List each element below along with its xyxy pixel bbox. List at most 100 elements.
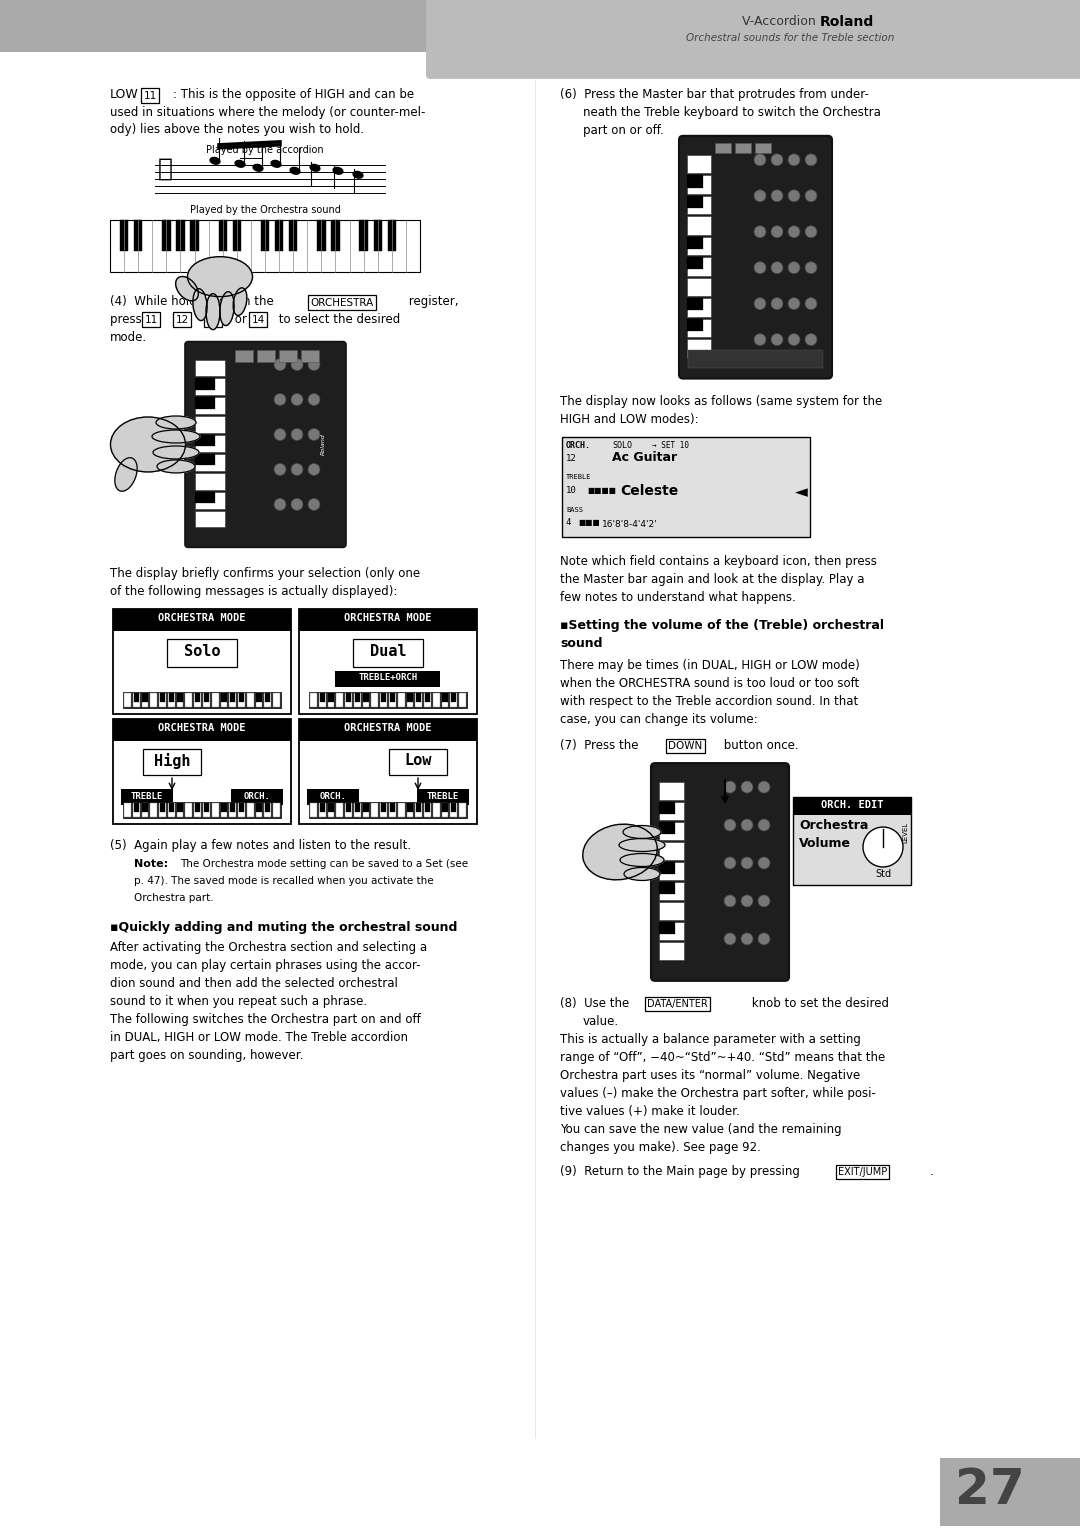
Text: ORCHESTRA: ORCHESTRA: [310, 298, 374, 307]
Text: BASS: BASS: [566, 507, 583, 513]
Text: ORCH. EDIT: ORCH. EDIT: [821, 801, 883, 810]
Ellipse shape: [291, 168, 300, 174]
Circle shape: [758, 934, 770, 944]
Text: ◄: ◄: [795, 483, 808, 501]
Bar: [416, 804, 421, 811]
Bar: [327, 694, 335, 707]
Bar: [659, 802, 684, 821]
Bar: [143, 749, 201, 775]
Bar: [113, 720, 291, 824]
Bar: [659, 862, 684, 880]
Text: The following switches the Orchestra part on and off: The following switches the Orchestra par…: [110, 1013, 421, 1025]
Circle shape: [863, 827, 903, 866]
Bar: [433, 694, 440, 707]
Circle shape: [274, 428, 286, 440]
Text: with respect to the Treble accordion sound. In that: with respect to the Treble accordion sou…: [561, 695, 859, 707]
Text: : This is the opposite of HIGH and can be: : This is the opposite of HIGH and can b…: [173, 89, 414, 101]
Circle shape: [758, 781, 770, 793]
Bar: [346, 804, 351, 811]
Circle shape: [758, 857, 770, 869]
Bar: [687, 176, 711, 194]
Text: ■■■: ■■■: [578, 518, 599, 527]
Bar: [195, 472, 225, 489]
Bar: [256, 804, 262, 817]
Bar: [443, 694, 448, 703]
Bar: [275, 220, 283, 251]
Text: 16'8'8-4'4'2': 16'8'8-4'4'2': [602, 521, 658, 529]
Bar: [177, 694, 183, 703]
Bar: [687, 319, 711, 338]
Ellipse shape: [211, 157, 220, 163]
Bar: [687, 257, 711, 275]
Text: HIGH and LOW modes):: HIGH and LOW modes):: [561, 413, 699, 425]
Text: TREBLE+ORCH: TREBLE+ORCH: [359, 674, 418, 681]
Text: dion sound and then add the selected orchestral: dion sound and then add the selected orc…: [110, 976, 397, 990]
Text: in DUAL, HIGH or LOW mode. The Treble accordion: in DUAL, HIGH or LOW mode. The Treble ac…: [110, 1031, 408, 1044]
Circle shape: [771, 298, 783, 310]
Circle shape: [741, 781, 753, 793]
Bar: [124, 804, 131, 817]
Bar: [260, 220, 269, 251]
Text: 12: 12: [566, 454, 577, 463]
Text: or: or: [231, 313, 251, 325]
Bar: [143, 694, 148, 703]
Bar: [687, 257, 703, 269]
Bar: [397, 804, 405, 817]
Bar: [188, 345, 343, 544]
Bar: [381, 694, 387, 703]
Text: Played by the Orchestra sound: Played by the Orchestra sound: [190, 205, 340, 215]
Text: value.: value.: [583, 1015, 619, 1028]
Bar: [687, 339, 711, 358]
Text: values (–) make the Orchestra part softer, while posi-: values (–) make the Orchestra part softe…: [561, 1086, 876, 1100]
Text: The Orchestra mode setting can be saved to a Set (see: The Orchestra mode setting can be saved …: [180, 859, 468, 869]
Circle shape: [805, 261, 816, 274]
Ellipse shape: [620, 854, 664, 866]
Bar: [195, 379, 215, 390]
Bar: [195, 416, 225, 432]
Ellipse shape: [235, 160, 245, 167]
Bar: [0, 0, 1080, 52]
Bar: [346, 694, 351, 703]
Text: Note which field contains a keyboard icon, then press: Note which field contains a keyboard ico…: [561, 555, 877, 568]
Text: .: .: [930, 1164, 934, 1178]
Text: The display now looks as follows (same system for the: The display now looks as follows (same s…: [561, 394, 882, 408]
Circle shape: [291, 428, 303, 440]
Bar: [239, 694, 244, 703]
Bar: [133, 694, 139, 707]
Ellipse shape: [624, 868, 660, 880]
Ellipse shape: [152, 429, 200, 443]
Text: Note:: Note:: [134, 859, 168, 869]
FancyBboxPatch shape: [185, 342, 346, 547]
Bar: [168, 804, 174, 811]
Text: Orchestra part uses its “normal” volume. Negative: Orchestra part uses its “normal” volume.…: [561, 1068, 861, 1082]
Bar: [134, 694, 139, 703]
Text: → SET 10: → SET 10: [652, 442, 689, 451]
Bar: [190, 220, 199, 251]
Bar: [195, 492, 225, 509]
Bar: [309, 692, 467, 707]
Bar: [459, 694, 465, 707]
Circle shape: [771, 189, 783, 202]
Bar: [354, 804, 361, 817]
Ellipse shape: [153, 446, 199, 458]
Bar: [715, 142, 731, 153]
Circle shape: [308, 498, 320, 510]
Bar: [133, 804, 139, 817]
Bar: [301, 350, 319, 362]
Bar: [659, 882, 684, 900]
Text: ORCHESTRA MODE: ORCHESTRA MODE: [345, 613, 432, 623]
Ellipse shape: [176, 277, 199, 301]
Bar: [299, 610, 477, 631]
Circle shape: [274, 359, 286, 371]
Text: 27: 27: [955, 1467, 1025, 1514]
Bar: [687, 298, 703, 310]
Bar: [230, 694, 235, 703]
Ellipse shape: [333, 168, 343, 174]
Bar: [407, 804, 413, 811]
Bar: [299, 720, 477, 741]
Bar: [424, 694, 430, 703]
Bar: [451, 804, 457, 811]
Bar: [687, 196, 711, 214]
Bar: [328, 804, 334, 811]
Text: mode, you can play certain phrases using the accor-: mode, you can play certain phrases using…: [110, 960, 420, 972]
